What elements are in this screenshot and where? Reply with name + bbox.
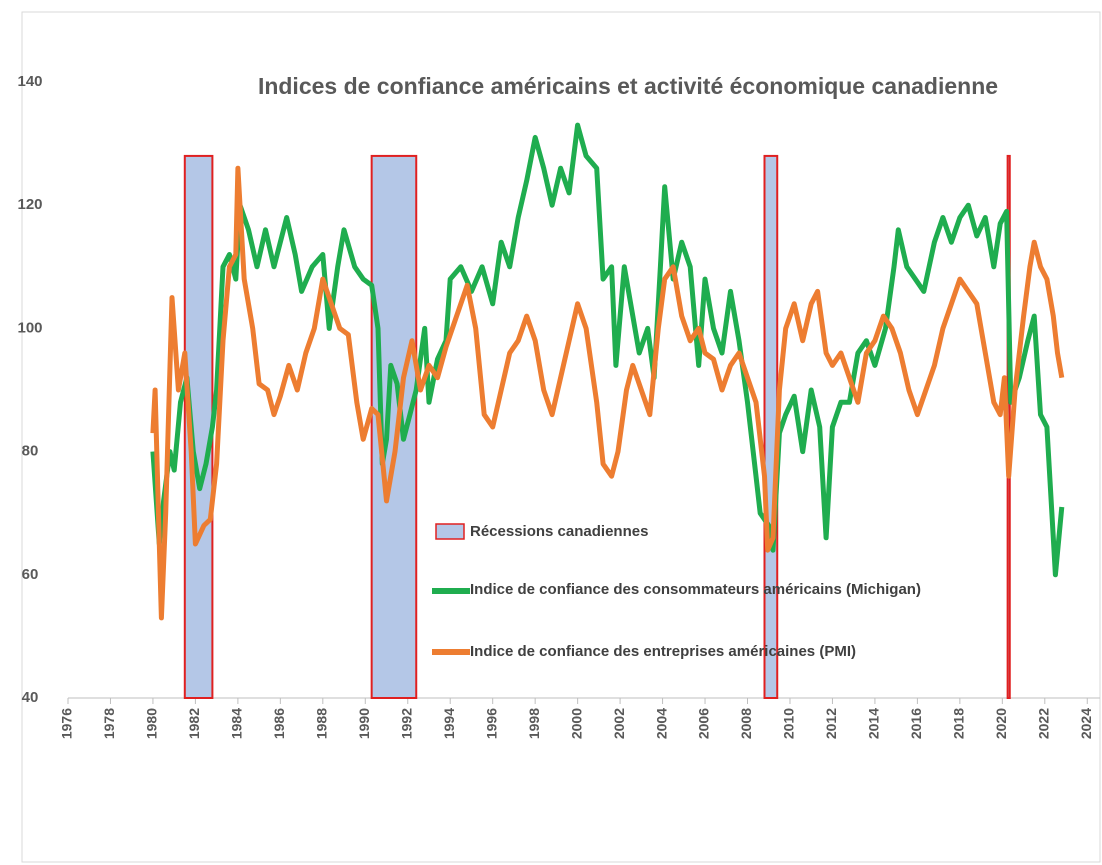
x-tick-label: 1980 <box>144 708 160 739</box>
x-tick-label: 2024 <box>1078 708 1094 739</box>
x-tick-label: 2004 <box>653 708 669 739</box>
x-tick-label: 2012 <box>823 708 839 739</box>
x-tick-label: 1998 <box>526 708 542 739</box>
y-tick-label: 80 <box>22 443 39 460</box>
x-tick-label: 1976 <box>59 708 75 739</box>
legend-label: Indice de confiance des consommateurs am… <box>470 581 921 598</box>
y-tick-label: 40 <box>22 689 39 706</box>
series-line <box>150 122 1065 578</box>
x-tick-label: 2014 <box>866 708 882 739</box>
x-tick-label: 2010 <box>781 708 797 739</box>
y-tick-label: 120 <box>17 196 42 213</box>
x-tick-label: 2022 <box>1035 708 1051 739</box>
x-tick-label: 2016 <box>908 708 924 739</box>
x-tick-label: 1992 <box>398 708 414 739</box>
x-tick-label: 2018 <box>951 708 967 739</box>
x-tick-label: 1986 <box>271 708 287 739</box>
x-tick-label: 2000 <box>568 708 584 739</box>
x-tick-label: 2002 <box>611 708 627 739</box>
x-tick-label: 2020 <box>993 708 1009 739</box>
series-line <box>150 165 1065 621</box>
y-tick-label: 140 <box>17 73 42 90</box>
chart-title: Indices de confiance américains et activ… <box>258 73 998 99</box>
legend-label: Récessions canadiennes <box>470 523 649 540</box>
x-tick-label: 1984 <box>229 708 245 739</box>
x-tick-label: 1982 <box>186 708 202 739</box>
y-tick-label: 100 <box>17 319 42 336</box>
x-tick-label: 1990 <box>356 708 372 739</box>
x-tick-label: 2008 <box>738 708 754 739</box>
legend-label: Indice de confiance des entreprises amér… <box>470 643 856 660</box>
x-tick-label: 1996 <box>483 708 499 739</box>
x-tick-label: 1994 <box>441 708 457 739</box>
chart-frame <box>21 11 1101 863</box>
y-tick-label: 60 <box>22 566 39 583</box>
x-tick-label: 2006 <box>696 708 712 739</box>
legend-swatch <box>435 523 465 540</box>
x-tick-label: 1978 <box>101 708 117 739</box>
x-tick-label: 1988 <box>314 708 330 739</box>
